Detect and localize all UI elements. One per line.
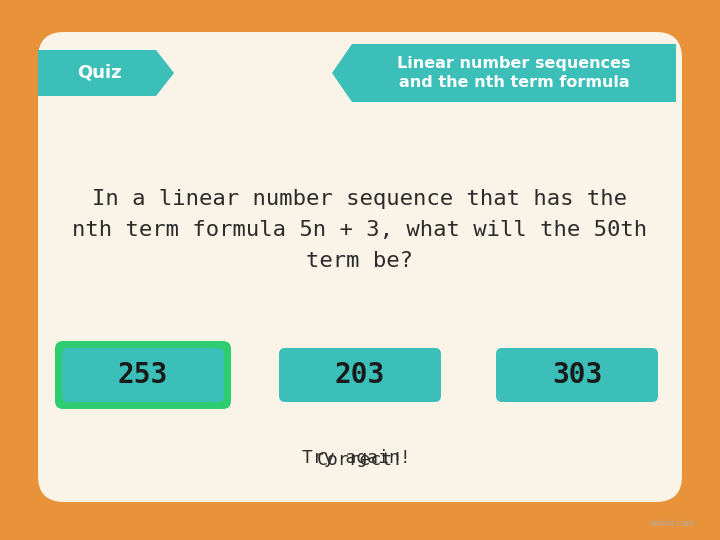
Text: 253: 253 bbox=[118, 361, 168, 389]
Polygon shape bbox=[332, 44, 676, 102]
Text: Linear number sequences
and the nth term formula: Linear number sequences and the nth term… bbox=[397, 56, 631, 90]
Text: twinkl.com: twinkl.com bbox=[649, 519, 695, 528]
FancyBboxPatch shape bbox=[279, 348, 441, 402]
Text: In a linear number sequence that has the
nth term formula 5n + 3, what will the : In a linear number sequence that has the… bbox=[73, 189, 647, 271]
FancyBboxPatch shape bbox=[55, 341, 231, 409]
Text: Try again!: Try again! bbox=[302, 449, 410, 467]
FancyBboxPatch shape bbox=[496, 348, 658, 402]
FancyBboxPatch shape bbox=[62, 348, 224, 402]
Text: Quiz: Quiz bbox=[77, 64, 121, 82]
Text: 203: 203 bbox=[335, 361, 385, 389]
FancyBboxPatch shape bbox=[38, 32, 682, 502]
Polygon shape bbox=[38, 50, 174, 96]
Text: Correct!: Correct! bbox=[317, 451, 403, 469]
Text: 303: 303 bbox=[552, 361, 602, 389]
